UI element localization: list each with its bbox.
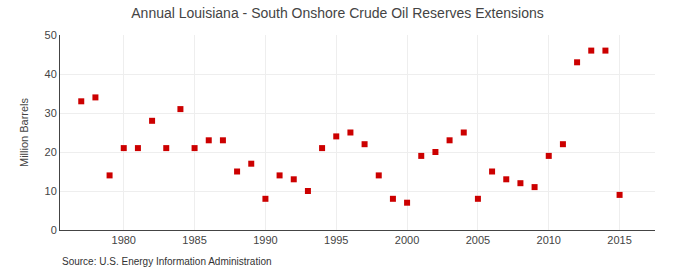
svg-text:Source: U.S. Energy Informatio: Source: U.S. Energy Information Administ…: [62, 256, 272, 267]
svg-text:2010: 2010: [537, 234, 561, 246]
svg-text:2015: 2015: [607, 234, 631, 246]
svg-text:10: 10: [45, 185, 57, 197]
svg-text:2005: 2005: [466, 234, 490, 246]
svg-text:50: 50: [45, 29, 57, 41]
svg-text:20: 20: [45, 146, 57, 158]
svg-text:30: 30: [45, 107, 57, 119]
svg-text:40: 40: [45, 68, 57, 80]
svg-text:Million Barrels: Million Barrels: [18, 97, 30, 167]
svg-text:1985: 1985: [182, 234, 206, 246]
svg-text:2000: 2000: [395, 234, 419, 246]
svg-text:1990: 1990: [253, 234, 277, 246]
svg-text:Annual Louisiana - South Onsho: Annual Louisiana - South Onshore Crude O…: [131, 5, 543, 21]
svg-text:1980: 1980: [112, 234, 136, 246]
svg-text:0: 0: [51, 224, 57, 236]
svg-text:1995: 1995: [324, 234, 348, 246]
